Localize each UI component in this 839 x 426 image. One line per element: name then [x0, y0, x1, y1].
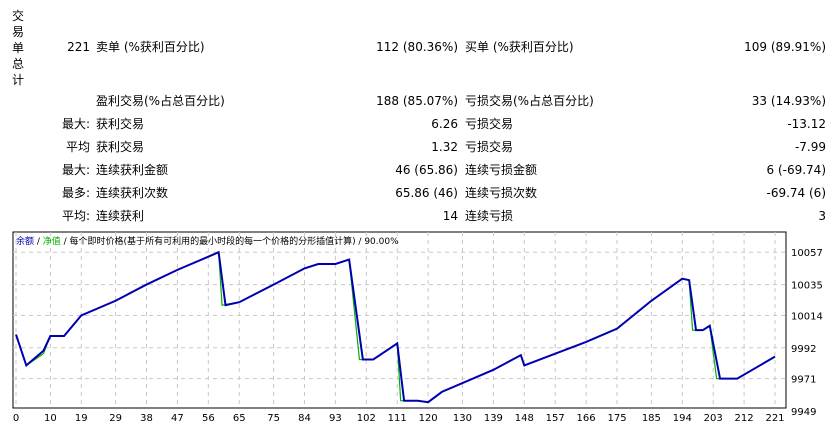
- stat-c5: 3: [818, 209, 826, 223]
- chart-caption: 余额 / 净值 / 每个即时价格(基于所有可利用的最小时段的每一个价格的分形插值…: [16, 234, 399, 247]
- x-tick-label: 221: [765, 413, 784, 424]
- legend-sep: /: [34, 237, 43, 247]
- x-tick-label: 194: [673, 413, 692, 424]
- stat-c4: 亏损交易: [465, 140, 514, 154]
- x-tick-label: 166: [577, 413, 596, 424]
- x-tick-label: 0: [13, 413, 19, 424]
- stat-c3: 6.26: [431, 117, 458, 131]
- stat-c5: -13.12: [787, 117, 826, 131]
- x-tick-label: 139: [484, 413, 503, 424]
- stat-c4: 亏损交易(%占总百分比): [465, 94, 594, 108]
- x-tick-label: 130: [453, 413, 472, 424]
- legend-model: / 每个即时价格(基于所有可利用的最小时段的每一个价格的分形插值计算) / 90…: [60, 237, 399, 247]
- stat-c4: 连续亏损金额: [465, 163, 538, 177]
- x-tick-label: 38: [140, 413, 153, 424]
- x-tick-label: 102: [357, 413, 376, 424]
- x-tick-label: 47: [171, 413, 184, 424]
- x-tick-label: 75: [267, 413, 280, 424]
- stat-c2: 连续获利金额: [96, 163, 169, 177]
- y-tick-label: 9971: [791, 375, 816, 386]
- stat-row: 221 卖单 (%获利百分比) 112 (80.36%) 买单 (%获利百分比) 109…: [0, 38, 839, 56]
- stat-c3: 14: [442, 209, 458, 223]
- stat-c1: 最大:: [61, 117, 90, 131]
- x-tick-label: 65: [233, 413, 246, 424]
- x-tick-label: 19: [75, 413, 88, 424]
- stat-c1: 最大:: [61, 163, 90, 177]
- balance-chart: 0 10 19 29 38 47 56 65 75 84 93 102 111 120 130 139 148 1…: [12, 231, 823, 424]
- x-tick-label: 148: [515, 413, 534, 424]
- y-tick-label: 10014: [791, 311, 823, 322]
- y-tick-label: 10057: [791, 248, 823, 259]
- stat-c5: -69.74 (6): [766, 186, 827, 200]
- stat-c1: 平均: [65, 140, 90, 154]
- stat-c5: 33 (14.93%): [751, 94, 826, 108]
- stat-c4: 买单 (%获利百分比): [465, 40, 574, 54]
- x-tick-label: 29: [109, 413, 122, 424]
- section-title: 交易单总计: [12, 9, 25, 87]
- balance-line: [15, 250, 776, 404]
- stat-c1: 221: [67, 40, 90, 54]
- x-tick-label: 10: [44, 413, 57, 424]
- stat-c1: 最多:: [61, 186, 90, 200]
- y-tick-label: 9949: [791, 407, 816, 418]
- stat-c2: 获利交易: [96, 117, 145, 131]
- stat-row: 盈利交易(%占总百分比) 188 (85.07%) 亏损交易(%占总百分比) 33 (…: [0, 92, 839, 110]
- stat-c3: 46 (65.86): [395, 163, 458, 177]
- stat-c3: 1.32: [431, 140, 458, 154]
- stat-c2: 盈利交易(%占总百分比): [96, 94, 225, 108]
- stat-c1: 平均:: [61, 209, 90, 223]
- y-tick-label: 9992: [791, 344, 816, 355]
- x-tick-label: 56: [202, 413, 215, 424]
- stat-row: 平均 获利交易 1.32 亏损交易 -7.99: [0, 138, 839, 156]
- stat-row: 平均: 连续获利 14 连续亏损 3: [0, 207, 839, 225]
- stat-row: 最大: 获利交易 6.26 亏损交易 -13.12: [0, 115, 839, 133]
- x-tick-label: 175: [607, 413, 626, 424]
- x-tick-label: 157: [546, 413, 565, 424]
- stat-c3: 112 (80.36%): [376, 40, 458, 54]
- stat-c3: 65.86 (46): [395, 186, 458, 200]
- stat-c2: 获利交易: [96, 140, 145, 154]
- stat-row: 最多: 连续获利次数 65.86 (46) 连续亏损次数 -69.74 (6): [0, 184, 839, 202]
- stat-c5: 6 (-69.74): [766, 163, 827, 177]
- legend-balance: 余额: [16, 237, 35, 247]
- stat-c4: 连续亏损: [465, 209, 514, 223]
- stat-c5: -7.99: [794, 140, 826, 154]
- x-tick-label: 111: [388, 413, 407, 424]
- x-tick-label: 84: [298, 413, 311, 424]
- stat-c2: 连续获利: [96, 209, 145, 223]
- x-tick-label: 93: [329, 413, 342, 424]
- stat-c2: 连续获利次数: [96, 186, 169, 200]
- stat-c5: 109 (89.91%): [744, 40, 826, 54]
- x-tick-label: 185: [642, 413, 661, 424]
- x-tick-label: 203: [704, 413, 723, 424]
- stat-c2: 卖单 (%获利百分比): [96, 40, 205, 54]
- y-tick-label: 10035: [791, 281, 823, 292]
- stat-row: 最大: 连续获利金额 46 (65.86) 连续亏损金额 6 (-69.74): [0, 161, 839, 179]
- x-tick-label: 212: [735, 413, 754, 424]
- x-tick-label: 120: [419, 413, 438, 424]
- stat-c4: 连续亏损次数: [465, 186, 538, 200]
- legend-equity: 净值: [42, 237, 61, 247]
- stat-c3: 188 (85.07%): [376, 94, 458, 108]
- stat-c4: 亏损交易: [465, 117, 514, 131]
